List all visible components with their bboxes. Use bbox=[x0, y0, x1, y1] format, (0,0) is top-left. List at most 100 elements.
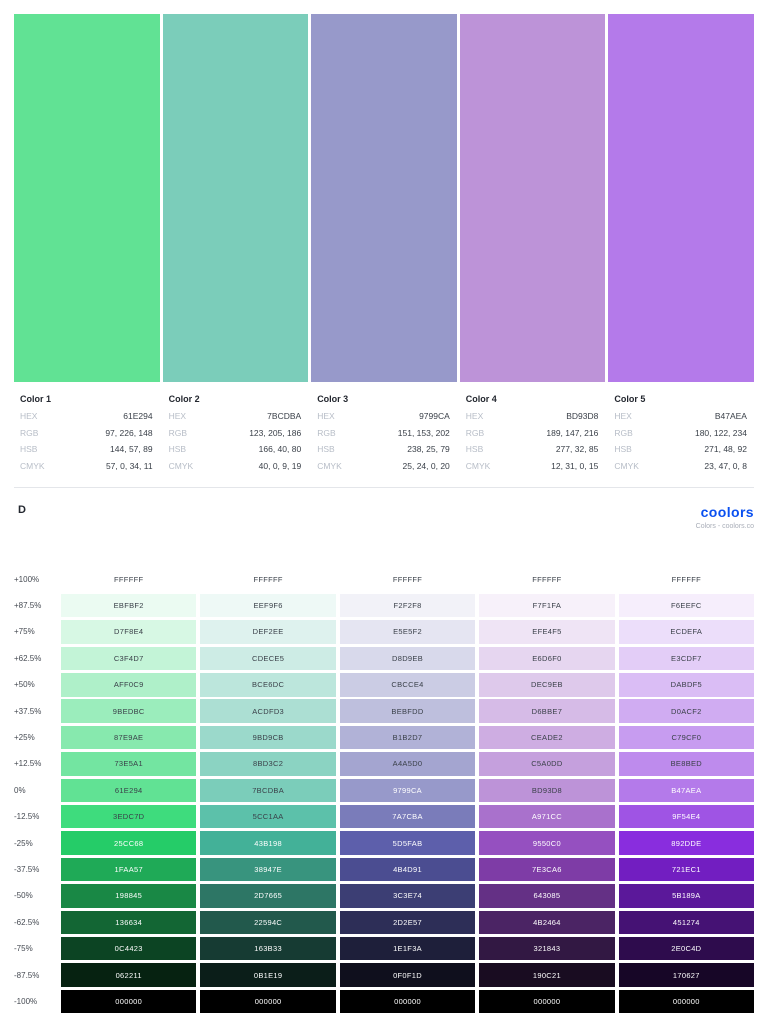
shade-cell: 4B2464 bbox=[479, 910, 615, 935]
shade-cell: CEADE2 bbox=[479, 725, 615, 750]
shade-cell: 000000 bbox=[200, 989, 336, 1014]
shade-row: -50% 198845 2D7665 3C3E74 643085 5B189A bbox=[14, 883, 755, 909]
field-value: 40, 0, 9, 19 bbox=[258, 460, 302, 471]
shade-cell: FFFFFF bbox=[339, 567, 476, 591]
shade-cell: EFE4F5 bbox=[479, 620, 615, 644]
color-field-row: RGB 180, 122, 234 bbox=[608, 425, 754, 442]
palette-swatch bbox=[311, 14, 457, 382]
shade-percent-label: -100% bbox=[14, 996, 38, 1006]
color-name: Color 3 bbox=[317, 394, 349, 404]
shade-cell: E5E5F2 bbox=[339, 620, 476, 644]
shade-cell: DABDF5 bbox=[618, 673, 755, 697]
field-value: BD93D8 bbox=[566, 411, 599, 421]
shade-cell: FFFFFF bbox=[479, 567, 615, 591]
shade-cells: 25CC68 43B198 5D5FAB 9550C0 892DDE bbox=[61, 831, 755, 855]
shade-row: +37.5% 9BEDBC ACDFD3 BEBFDD D6BBE7 D0ACF2 bbox=[14, 698, 755, 724]
shade-cell: 22594C bbox=[200, 910, 336, 935]
color-name: Color 2 bbox=[168, 394, 200, 404]
color-info-column: Color 4 HEX BD93D8 RGB 189, 147, 216 HSB… bbox=[460, 391, 606, 474]
shade-cell: D7F8E4 bbox=[61, 620, 197, 644]
field-value: 25, 24, 0, 20 bbox=[402, 460, 450, 471]
shade-cells: 87E9AE 9BD9CB B1B2D7 CEADE2 C79CF0 bbox=[61, 725, 755, 750]
shade-cell: 9F54E4 bbox=[618, 804, 755, 829]
shade-cells: 136634 22594C 2D2E57 4B2464 451274 bbox=[61, 910, 755, 935]
color-name: Color 4 bbox=[465, 394, 497, 404]
shade-cells: 73E5A1 8BD3C2 A4A5D0 C5A0DD BE8BED bbox=[61, 752, 755, 776]
palette-swatch bbox=[162, 14, 309, 382]
shade-cell: E6D6F0 bbox=[479, 646, 615, 671]
field-value: 23, 47, 0, 8 bbox=[704, 460, 747, 471]
shade-cell: 0B1E19 bbox=[200, 963, 336, 987]
shade-row: -87.5% 062211 0B1E19 0F0F1D 190C21 170627 bbox=[14, 962, 755, 988]
shade-cell: 7BCDBA bbox=[200, 778, 336, 803]
shade-cell: 5CC1AA bbox=[200, 804, 336, 829]
shade-percent-label: 0% bbox=[14, 785, 26, 795]
shade-cell: 73E5A1 bbox=[61, 752, 197, 776]
shade-cell: CBCCE4 bbox=[339, 673, 476, 697]
shade-cell: 3EDC7D bbox=[61, 804, 197, 829]
shade-cell: 062211 bbox=[61, 963, 197, 987]
color-info-column: Color 3 HEX 9799CA RGB 151, 153, 202 HSB… bbox=[311, 391, 457, 474]
palette-swatch bbox=[459, 14, 606, 382]
shade-cell: 136634 bbox=[61, 910, 197, 935]
shade-cell: 1FAA57 bbox=[61, 857, 197, 882]
shade-cell: 38947E bbox=[200, 857, 336, 882]
shade-cell: 163B33 bbox=[200, 936, 336, 961]
color-fields: HEX B47AEA RGB 180, 122, 234 HSB 271, 48… bbox=[608, 408, 754, 474]
color-field-row: HEX 61E294 bbox=[14, 408, 160, 425]
field-value: 9799CA bbox=[419, 411, 450, 421]
shade-cell: 7E3CA6 bbox=[479, 857, 615, 882]
shade-cell: 9BEDBC bbox=[61, 699, 197, 723]
color-field-row: HEX B47AEA bbox=[608, 408, 754, 425]
shade-cell: AFF0C9 bbox=[61, 673, 197, 697]
shade-cell: DEC9EB bbox=[479, 673, 615, 697]
color-info-column: Color 2 HEX 7BCDBA RGB 123, 205, 186 HSB… bbox=[163, 391, 309, 474]
field-label: RGB bbox=[465, 427, 485, 438]
shade-cell: 721EC1 bbox=[618, 857, 755, 882]
field-value: 189, 147, 216 bbox=[546, 427, 599, 438]
shade-cell: 8BD3C2 bbox=[200, 752, 336, 776]
field-value: 12, 31, 0, 15 bbox=[551, 460, 599, 471]
field-value: 97, 226, 148 bbox=[105, 427, 153, 438]
field-value: 238, 25, 79 bbox=[407, 444, 450, 454]
field-value: 180, 122, 234 bbox=[694, 427, 747, 438]
shade-cell: F2F2F8 bbox=[339, 593, 476, 618]
shade-percent-label: -87.5% bbox=[14, 970, 40, 980]
field-label: CMYK bbox=[20, 460, 45, 471]
shade-cell: 9799CA bbox=[339, 778, 476, 803]
shade-cell: CDECE5 bbox=[200, 646, 336, 671]
shade-row: +75% D7F8E4 DEF2EE E5E5F2 EFE4F5 ECDEFA bbox=[14, 619, 755, 645]
field-value: 277, 32, 85 bbox=[555, 444, 599, 454]
field-label: HEX bbox=[465, 411, 484, 421]
shade-cell: A971CC bbox=[479, 804, 615, 829]
shade-cell: BEBFDD bbox=[339, 699, 476, 723]
shades-table: +100% FFFFFF FFFFFF FFFFFF FFFFFF FFFFFF +87… bbox=[14, 566, 755, 1015]
shade-row: 0% 61E294 7BCDBA 9799CA BD93D8 B47AEA bbox=[14, 777, 755, 803]
field-value: 144, 57, 89 bbox=[110, 444, 153, 454]
field-label: RGB bbox=[317, 427, 336, 438]
field-value: 151, 153, 202 bbox=[397, 427, 450, 438]
field-value: B47AEA bbox=[714, 411, 747, 421]
shade-percent-label: +75% bbox=[14, 627, 35, 637]
shade-cells: FFFFFF FFFFFF FFFFFF FFFFFF FFFFFF bbox=[61, 567, 755, 591]
shade-percent-label: -75% bbox=[14, 944, 33, 954]
color-field-row: HSB 277, 32, 85 bbox=[460, 441, 606, 458]
shade-cell: 5B189A bbox=[618, 884, 755, 908]
color-field-row: CMYK 23, 47, 0, 8 bbox=[608, 458, 754, 475]
shade-cells: AFF0C9 BCE6DC CBCCE4 DEC9EB DABDF5 bbox=[61, 673, 755, 697]
shade-cells: 9BEDBC ACDFD3 BEBFDD D6BBE7 D0ACF2 bbox=[61, 699, 755, 723]
shade-cell: 61E294 bbox=[61, 778, 197, 803]
shade-cell: BE8BED bbox=[618, 752, 755, 776]
shade-cell: 7A7CBA bbox=[339, 804, 476, 829]
shade-cell: D8D9EB bbox=[339, 646, 476, 671]
shade-cell: BD93D8 bbox=[479, 778, 615, 803]
shade-cell: F6EEFC bbox=[618, 593, 755, 618]
color-field-row: HSB 144, 57, 89 bbox=[14, 441, 160, 458]
color-info-column: Color 1 HEX 61E294 RGB 97, 226, 148 HSB … bbox=[14, 391, 160, 474]
shade-cell: 4B4D91 bbox=[339, 857, 476, 882]
shade-cells: 062211 0B1E19 0F0F1D 190C21 170627 bbox=[61, 963, 755, 987]
field-value: 123, 205, 186 bbox=[249, 427, 302, 438]
shade-percent-label: +12.5% bbox=[14, 759, 42, 769]
shade-cell: 000000 bbox=[479, 989, 615, 1014]
coolors-logo: coolors bbox=[700, 504, 754, 520]
